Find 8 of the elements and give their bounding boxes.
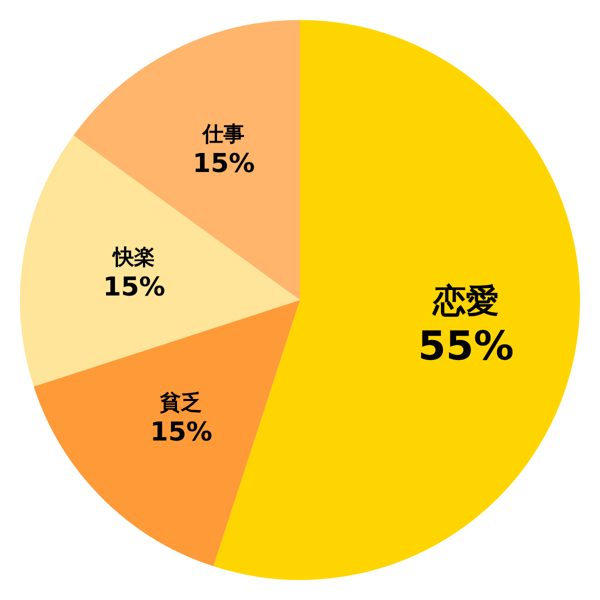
data-label: 15% bbox=[150, 417, 212, 448]
slice-label: 貧乏 bbox=[159, 390, 202, 414]
slice-label: 仕事 bbox=[202, 122, 245, 146]
data-label: 15% bbox=[192, 149, 255, 180]
slice-label: 快楽 bbox=[111, 245, 156, 270]
slice-label: 恋愛 bbox=[432, 280, 499, 320]
data-label: 15% bbox=[102, 272, 166, 302]
data-label: 55% bbox=[418, 324, 514, 370]
